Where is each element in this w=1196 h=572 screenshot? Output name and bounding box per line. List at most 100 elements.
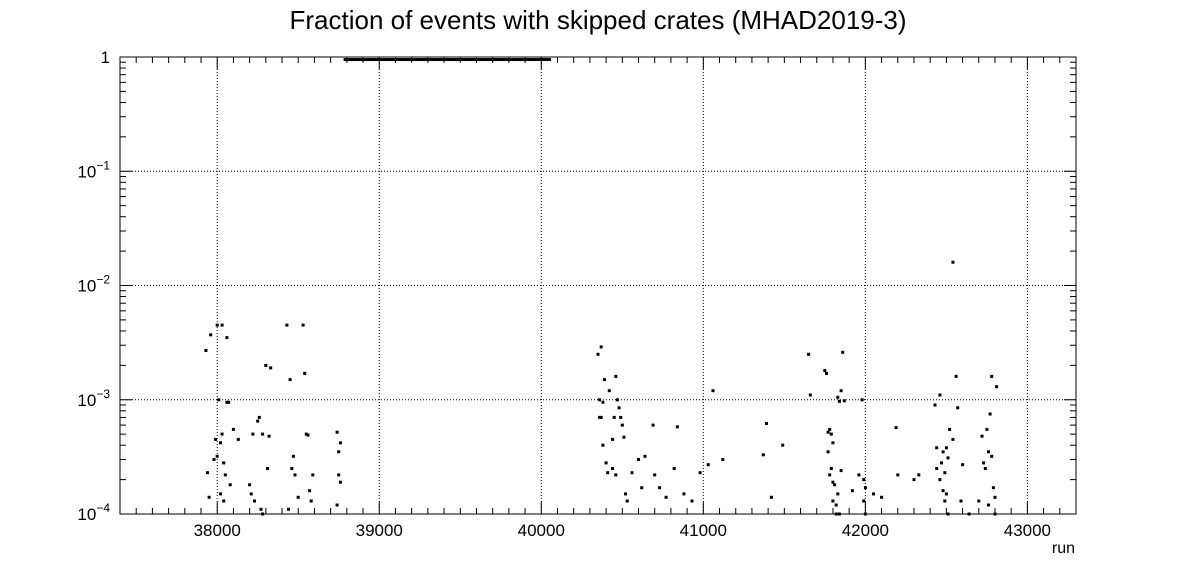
saturated-band bbox=[343, 58, 552, 62]
data-point bbox=[607, 389, 611, 393]
data-point bbox=[672, 467, 676, 470]
data-point bbox=[249, 492, 253, 496]
data-point bbox=[995, 385, 999, 389]
data-point bbox=[215, 454, 219, 458]
data-point bbox=[863, 486, 867, 490]
data-point bbox=[617, 406, 621, 410]
data-point bbox=[309, 499, 313, 503]
data-point bbox=[269, 366, 273, 370]
data-point bbox=[941, 450, 945, 454]
y-tick-label-2: 10−2 bbox=[77, 273, 110, 296]
data-point bbox=[837, 399, 841, 403]
data-point bbox=[828, 473, 832, 477]
x-tick-label-1: 39000 bbox=[356, 521, 403, 540]
data-point bbox=[606, 471, 610, 475]
y-tick-label-3: 10−3 bbox=[77, 387, 110, 410]
data-point bbox=[807, 352, 811, 356]
data-point bbox=[214, 437, 218, 441]
data-point bbox=[236, 437, 240, 441]
data-point bbox=[829, 467, 833, 470]
data-point bbox=[826, 450, 830, 454]
data-point bbox=[839, 469, 843, 473]
data-point bbox=[601, 443, 605, 447]
data-point bbox=[599, 345, 603, 349]
data-point bbox=[204, 349, 208, 352]
data-point bbox=[630, 471, 634, 475]
data-point bbox=[991, 486, 995, 490]
data-point bbox=[896, 473, 900, 477]
data-point bbox=[850, 489, 854, 493]
data-point bbox=[291, 454, 295, 458]
data-point bbox=[961, 463, 965, 467]
data-point bbox=[301, 323, 305, 327]
data-point bbox=[287, 507, 290, 511]
data-point bbox=[987, 450, 990, 454]
data-point bbox=[231, 427, 235, 431]
data-point bbox=[675, 425, 679, 429]
data-point bbox=[990, 374, 994, 378]
data-point bbox=[938, 393, 942, 397]
data-point bbox=[222, 499, 226, 503]
y-tick-label-4: 10−4 bbox=[77, 501, 110, 524]
data-point bbox=[228, 483, 232, 487]
data-point bbox=[988, 412, 992, 416]
data-point bbox=[303, 371, 307, 375]
data-point bbox=[338, 480, 342, 484]
data-point bbox=[862, 478, 866, 482]
data-point bbox=[222, 461, 226, 465]
data-point bbox=[834, 503, 838, 507]
data-point bbox=[251, 432, 255, 436]
chart-title: Fraction of events with skipped crates (… bbox=[289, 5, 906, 35]
data-point bbox=[935, 467, 939, 470]
data-point bbox=[212, 458, 216, 461]
data-point bbox=[956, 406, 960, 410]
data-point bbox=[225, 400, 229, 404]
data-point bbox=[781, 443, 785, 447]
data-point bbox=[980, 434, 984, 438]
data-point bbox=[261, 432, 265, 436]
data-point bbox=[625, 499, 629, 503]
y-tick-label-0: 1 bbox=[101, 48, 110, 67]
data-point bbox=[825, 371, 828, 375]
x-tick-label-4: 42000 bbox=[842, 521, 889, 540]
data-point bbox=[982, 461, 986, 465]
data-point bbox=[227, 400, 231, 404]
data-point bbox=[651, 423, 655, 427]
data-point bbox=[862, 499, 866, 503]
saturated-band-mark bbox=[343, 58, 552, 62]
y-axis-ticks: 1 10−1 10−2 10−3 10−4 bbox=[77, 48, 1076, 524]
data-point bbox=[933, 403, 937, 407]
data-point bbox=[611, 437, 615, 441]
data-point bbox=[990, 454, 994, 458]
data-point bbox=[943, 471, 947, 475]
data-point bbox=[266, 467, 269, 470]
data-point bbox=[690, 499, 694, 503]
data-point bbox=[951, 260, 955, 264]
data-point bbox=[624, 492, 627, 496]
x-tick-label-3: 41000 bbox=[680, 521, 727, 540]
data-point bbox=[643, 454, 647, 458]
data-point bbox=[256, 419, 260, 423]
data-point bbox=[954, 374, 958, 378]
data-point bbox=[951, 437, 955, 441]
data-point bbox=[215, 323, 219, 327]
data-point bbox=[948, 427, 952, 431]
data-point bbox=[912, 478, 916, 482]
grid-lines bbox=[120, 56, 1076, 515]
data-point bbox=[335, 503, 339, 507]
data-point bbox=[761, 453, 765, 457]
data-point bbox=[983, 467, 987, 470]
data-point bbox=[938, 478, 942, 482]
data-point bbox=[836, 492, 840, 496]
data-point bbox=[225, 336, 229, 340]
data-point bbox=[944, 492, 948, 496]
data-point bbox=[833, 483, 837, 487]
data-point bbox=[831, 499, 835, 503]
data-point bbox=[842, 399, 846, 403]
data-point bbox=[943, 499, 947, 503]
data-point bbox=[207, 495, 211, 499]
data-point bbox=[596, 352, 600, 356]
data-point bbox=[944, 446, 948, 450]
data-point bbox=[959, 499, 963, 503]
data-point bbox=[640, 486, 644, 490]
